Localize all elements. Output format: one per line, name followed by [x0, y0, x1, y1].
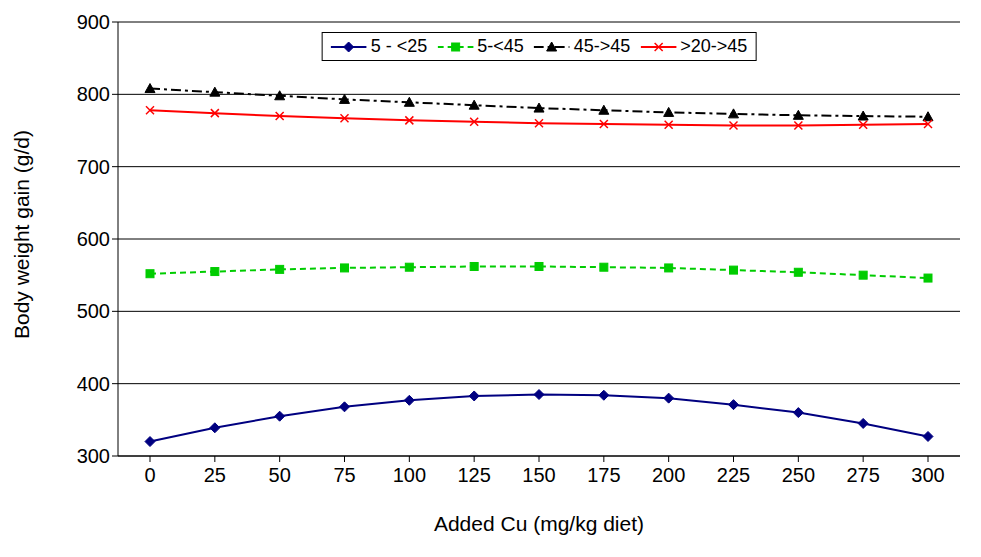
svg-text:250: 250 [782, 464, 815, 486]
svg-text:75: 75 [333, 464, 355, 486]
svg-text:275: 275 [846, 464, 879, 486]
svg-text:25: 25 [204, 464, 226, 486]
html-text:45->45: 45->45 [573, 36, 631, 56]
svg-text:600: 600 [77, 228, 110, 250]
svg-text:150: 150 [522, 464, 555, 486]
svg-text:300: 300 [77, 445, 110, 467]
svg-text:125: 125 [457, 464, 490, 486]
svg-text:Body weight gain (g/d): Body weight gain (g/d) [10, 130, 33, 339]
svg-text:225: 225 [717, 464, 750, 486]
svg-text:400: 400 [77, 373, 110, 395]
svg-text:700: 700 [77, 156, 110, 178]
html-text:>20->45: >20->45 [680, 36, 748, 56]
html-text:5 - <25: 5 - <25 [370, 36, 428, 56]
svg-text:100: 100 [393, 464, 426, 486]
svg-text:175: 175 [587, 464, 620, 486]
html-text:5-<45: 5-<45 [477, 36, 524, 56]
svg-text:300: 300 [911, 464, 944, 486]
svg-text:Added Cu (mg/kg diet): Added Cu (mg/kg diet) [434, 512, 644, 535]
svg-text:800: 800 [77, 83, 110, 105]
svg-text:0: 0 [144, 464, 155, 486]
svg-text:900: 900 [77, 11, 110, 33]
svg-text:500: 500 [77, 300, 110, 322]
svg-text:200: 200 [652, 464, 685, 486]
svg-text:50: 50 [269, 464, 291, 486]
